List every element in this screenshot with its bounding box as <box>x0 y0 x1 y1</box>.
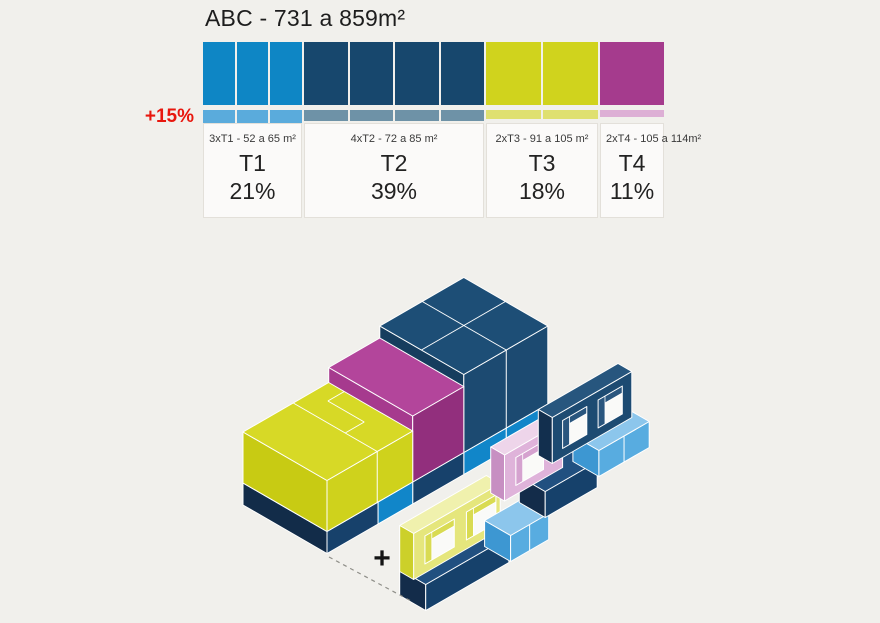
bar-segment-T1 <box>203 42 303 105</box>
type-label-cell-T1: 3xT1 - 52 a 65 m² T1 21% <box>203 123 302 218</box>
t2-module-opening-side-reveal <box>562 416 570 449</box>
t4-module-opening-side-reveal <box>515 453 524 486</box>
bar-unit-cell-T3 <box>543 42 598 105</box>
page-title: ABC - 731 a 859m² <box>205 5 406 31</box>
type-name-T1: T1 <box>239 150 266 176</box>
bar-unit-cell-T2 <box>395 42 439 105</box>
bar-unit-cell-T3 <box>486 42 541 105</box>
bar-unit-cell-T1 <box>270 42 303 105</box>
extra-area-strip <box>203 110 664 124</box>
typology-labels: 3xT1 - 52 a 65 m² T1 21% 4xT2 - 72 a 85 m² T… <box>203 123 701 218</box>
plus-sign: + <box>373 542 391 575</box>
extra-strip-T4 <box>600 110 664 117</box>
type-label-cell-T3: 2xT3 - 91 a 105 m² T3 18% <box>486 123 598 218</box>
extra-strip-T3 <box>486 110 598 119</box>
bar-unit-cell-T1 <box>236 42 269 105</box>
t2-module-opening-side-reveal <box>597 395 606 429</box>
bar-segment-T2 <box>304 42 484 105</box>
bar-unit-cell-T4 <box>600 42 664 105</box>
iso-edge-line <box>292 402 378 452</box>
t3-block-top-face <box>242 382 414 481</box>
bar-unit-cell-T2 <box>304 42 348 105</box>
iso-edge-line <box>327 391 345 402</box>
extra-strip-cell-T2 <box>395 110 439 121</box>
extra-strip-cell-T1 <box>270 110 303 124</box>
t3-module-opening-side-reveal <box>465 507 474 541</box>
percent-label-T3: 18% <box>518 177 566 204</box>
t3-module-left-face <box>399 525 415 580</box>
range-label-T3: 2xT3 - 91 a 105 m² <box>495 133 589 145</box>
t4-module-left-face <box>490 446 505 502</box>
extra-strip-cell-T3 <box>486 110 541 119</box>
extra-strip-cell-T3 <box>543 110 598 119</box>
dashed-connector-line <box>328 556 412 602</box>
percent-label-T1: 21% <box>229 177 276 204</box>
extra-strip-cell-T2 <box>349 110 393 121</box>
extra-strip-cell-T2 <box>304 110 348 121</box>
iso-edge-line <box>327 400 365 423</box>
bar-segment-T3 <box>486 42 598 105</box>
t3-module-opening-side-reveal <box>424 531 433 565</box>
t2-module-left-face <box>537 409 553 464</box>
extra-strip-cell-T4 <box>600 110 664 117</box>
extra-strip-T2 <box>304 110 484 121</box>
percent-label-T4: 11% <box>609 177 655 204</box>
range-label-T1: 3xT1 - 52 a 65 m² <box>209 133 296 145</box>
range-label-T2: 4xT2 - 72 a 85 m² <box>350 133 438 145</box>
type-label-cell-T2: 4xT2 - 72 a 85 m² T2 39% <box>304 123 484 218</box>
bar-unit-cell-T2 <box>349 42 393 105</box>
extra-strip-cell-T1 <box>203 110 235 124</box>
extra-strip-cell-T2 <box>440 110 484 121</box>
type-name-T2: T2 <box>380 150 408 176</box>
iso-edge-line <box>421 301 506 351</box>
bar-unit-cell-T1 <box>203 42 235 105</box>
unit-mix-bar <box>203 42 664 105</box>
plus-15-percent-label: +15% <box>144 106 194 127</box>
bar-unit-cell-T2 <box>440 42 484 105</box>
iso-edge-line <box>344 421 365 434</box>
percent-label-T2: 39% <box>370 177 418 204</box>
type-name-T4: T4 <box>618 150 646 176</box>
extra-strip-T1 <box>203 110 303 124</box>
extra-strip-cell-T1 <box>236 110 269 124</box>
type-name-T3: T3 <box>528 150 556 176</box>
bar-segment-T4 <box>600 42 664 105</box>
t4-block-top-face <box>328 337 465 417</box>
